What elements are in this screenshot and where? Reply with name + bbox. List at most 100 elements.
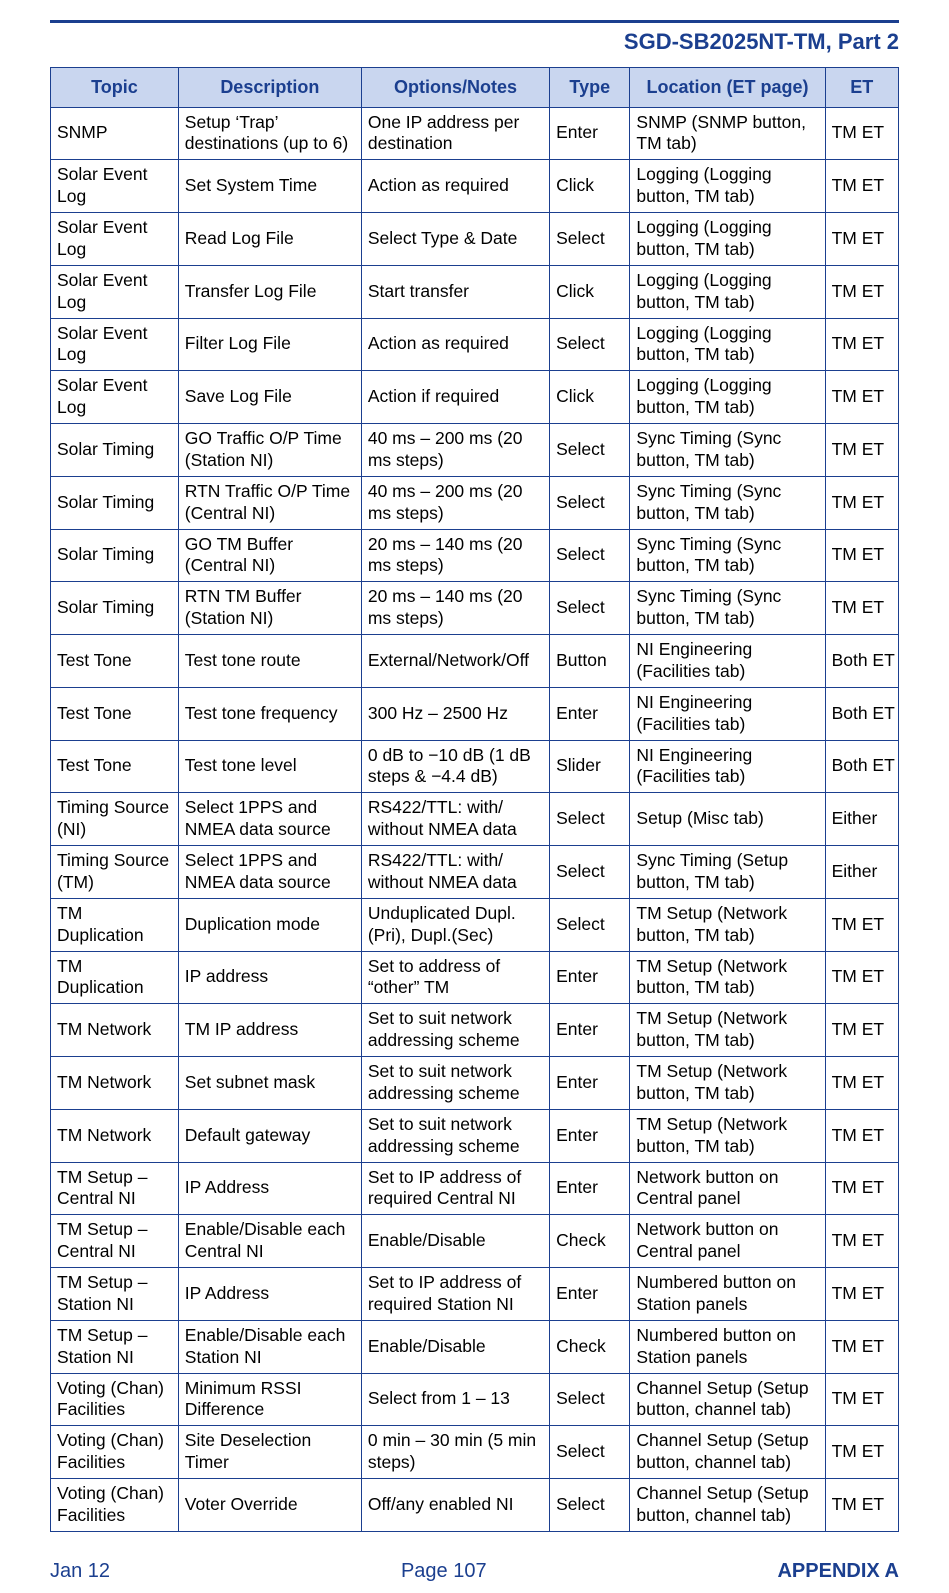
cell-location: Numbered button on Station panels (630, 1268, 825, 1321)
cell-et: TM ET (825, 1426, 898, 1479)
table-row: Timing Source (NI)Select 1PPS and NMEA d… (51, 793, 899, 846)
th-location: Location (ET page) (630, 68, 825, 108)
cell-topic: Voting (Chan) Facilities (51, 1426, 179, 1479)
cell-options: Enable/Disable (361, 1215, 549, 1268)
cell-location: NI Engineering (Facilities tab) (630, 635, 825, 688)
cell-topic: Solar Event Log (51, 371, 179, 424)
cell-location: Logging (Logging button, TM tab) (630, 160, 825, 213)
cell-et: TM ET (825, 1109, 898, 1162)
cell-topic: Solar Event Log (51, 318, 179, 371)
cell-type: Select (550, 1479, 630, 1532)
cell-description: IP Address (178, 1268, 361, 1321)
table-row: Solar Event LogSet System TimeAction as … (51, 160, 899, 213)
cell-description: Set subnet mask (178, 1057, 361, 1110)
cell-options: 40 ms – 200 ms (20 ms steps) (361, 476, 549, 529)
doc-title: SGD-SB2025NT-TM, Part 2 (624, 29, 899, 54)
cell-description: IP address (178, 951, 361, 1004)
cell-description: Test tone route (178, 635, 361, 688)
cell-options: External/Network/Off (361, 635, 549, 688)
cell-location: NI Engineering (Facilities tab) (630, 687, 825, 740)
cell-location: TM Setup (Network button, TM tab) (630, 951, 825, 1004)
cell-options: Action as required (361, 318, 549, 371)
cell-et: Either (825, 846, 898, 899)
cell-description: Read Log File (178, 213, 361, 266)
cell-topic: Voting (Chan) Facilities (51, 1479, 179, 1532)
cell-type: Check (550, 1215, 630, 1268)
cell-options: RS422/TTL: with/ without NMEA data (361, 846, 549, 899)
cell-description: RTN TM Buffer (Station NI) (178, 582, 361, 635)
table-row: Solar Event LogSave Log FileAction if re… (51, 371, 899, 424)
table-body: SNMPSetup ‘Trap’ destinations (up to 6)O… (51, 107, 899, 1531)
cell-et: TM ET (825, 107, 898, 160)
cell-options: Enable/Disable (361, 1320, 549, 1373)
cell-type: Click (550, 265, 630, 318)
cell-type: Select (550, 213, 630, 266)
cell-description: Select 1PPS and NMEA data source (178, 846, 361, 899)
table-row: SNMPSetup ‘Trap’ destinations (up to 6)O… (51, 107, 899, 160)
cell-topic: Timing Source (NI) (51, 793, 179, 846)
table-row: TM DuplicationDuplication modeUnduplicat… (51, 898, 899, 951)
cell-et: TM ET (825, 1479, 898, 1532)
cell-topic: Voting (Chan) Facilities (51, 1373, 179, 1426)
cell-et: TM ET (825, 1162, 898, 1215)
cell-type: Enter (550, 951, 630, 1004)
cell-location: Channel Setup (Setup button, channel tab… (630, 1373, 825, 1426)
cell-et: TM ET (825, 265, 898, 318)
th-type: Type (550, 68, 630, 108)
cell-description: Duplication mode (178, 898, 361, 951)
cell-topic: TM Duplication (51, 898, 179, 951)
cell-topic: Timing Source (TM) (51, 846, 179, 899)
cell-et: TM ET (825, 1004, 898, 1057)
cell-et: TM ET (825, 1215, 898, 1268)
cell-type: Slider (550, 740, 630, 793)
cell-topic: Solar Timing (51, 424, 179, 477)
cell-topic: TM Network (51, 1057, 179, 1110)
cell-type: Check (550, 1320, 630, 1373)
table-row: Solar TimingRTN Traffic O/P Time (Centra… (51, 476, 899, 529)
cell-options: Start transfer (361, 265, 549, 318)
cell-description: Site Deselection Timer (178, 1426, 361, 1479)
cell-type: Enter (550, 687, 630, 740)
cell-type: Select (550, 424, 630, 477)
doc-title-row: SGD-SB2025NT-TM, Part 2 (50, 29, 899, 55)
cell-location: Logging (Logging button, TM tab) (630, 371, 825, 424)
cell-description: Save Log File (178, 371, 361, 424)
cell-topic: Solar Timing (51, 582, 179, 635)
cell-location: Sync Timing (Sync button, TM tab) (630, 529, 825, 582)
cell-type: Enter (550, 107, 630, 160)
cell-location: Logging (Logging button, TM tab) (630, 265, 825, 318)
cell-et: TM ET (825, 424, 898, 477)
table-row: Test ToneTest tone level0 dB to −10 dB (… (51, 740, 899, 793)
cell-topic: Test Tone (51, 740, 179, 793)
cell-topic: Solar Timing (51, 529, 179, 582)
cell-options: Set to suit network addressing scheme (361, 1004, 549, 1057)
cell-description: TM IP address (178, 1004, 361, 1057)
cell-location: SNMP (SNMP button, TM tab) (630, 107, 825, 160)
cell-et: TM ET (825, 476, 898, 529)
cell-et: TM ET (825, 160, 898, 213)
cell-type: Select (550, 529, 630, 582)
th-et: ET (825, 68, 898, 108)
cell-topic: Solar Event Log (51, 265, 179, 318)
table-row: Voting (Chan) FacilitiesSite Deselection… (51, 1426, 899, 1479)
cell-et: Either (825, 793, 898, 846)
page-footer: Jan 12 Page 107 APPENDIX A (50, 1560, 899, 1583)
cell-location: Numbered button on Station panels (630, 1320, 825, 1373)
cell-et: Both ET (825, 740, 898, 793)
cell-description: IP Address (178, 1162, 361, 1215)
th-desc: Description (178, 68, 361, 108)
cell-topic: TM Network (51, 1109, 179, 1162)
cell-type: Select (550, 318, 630, 371)
cell-type: Select (550, 898, 630, 951)
cell-options: 40 ms – 200 ms (20 ms steps) (361, 424, 549, 477)
configuration-table: Topic Description Options/Notes Type Loc… (50, 67, 899, 1532)
cell-et: TM ET (825, 529, 898, 582)
cell-location: Sync Timing (Setup button, TM tab) (630, 846, 825, 899)
table-row: Voting (Chan) FacilitiesVoter OverrideOf… (51, 1479, 899, 1532)
cell-type: Select (550, 1373, 630, 1426)
table-row: Solar TimingGO TM Buffer (Central NI)20 … (51, 529, 899, 582)
cell-topic: TM Duplication (51, 951, 179, 1004)
cell-type: Enter (550, 1057, 630, 1110)
cell-options: 300 Hz – 2500 Hz (361, 687, 549, 740)
table-row: TM Setup – Central NIIP AddressSet to IP… (51, 1162, 899, 1215)
